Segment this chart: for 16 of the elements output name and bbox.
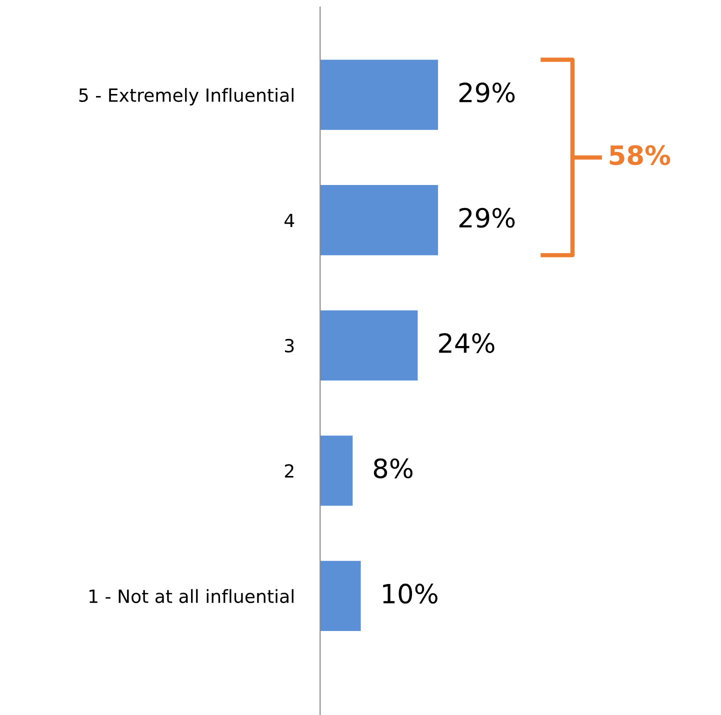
y-tick-label: 1 - Not at all influential xyxy=(90,589,294,604)
bar xyxy=(320,436,353,506)
data-label: 8% xyxy=(374,458,412,478)
data-label: 24% xyxy=(439,333,494,354)
bar xyxy=(320,560,361,632)
data-label: 29% xyxy=(459,208,515,228)
text: 58% xyxy=(610,145,670,166)
data-label: 10% xyxy=(383,584,438,604)
y-tick-label: 4 xyxy=(284,214,294,227)
bar xyxy=(320,185,438,256)
y-tick-label: 2 xyxy=(284,464,294,478)
y-tick-label: 3 xyxy=(285,338,294,353)
data-label: 29% xyxy=(459,82,515,103)
y-tick-label: 5 - Extremely Influential xyxy=(79,88,294,106)
bar xyxy=(320,60,438,130)
bar xyxy=(320,310,418,380)
